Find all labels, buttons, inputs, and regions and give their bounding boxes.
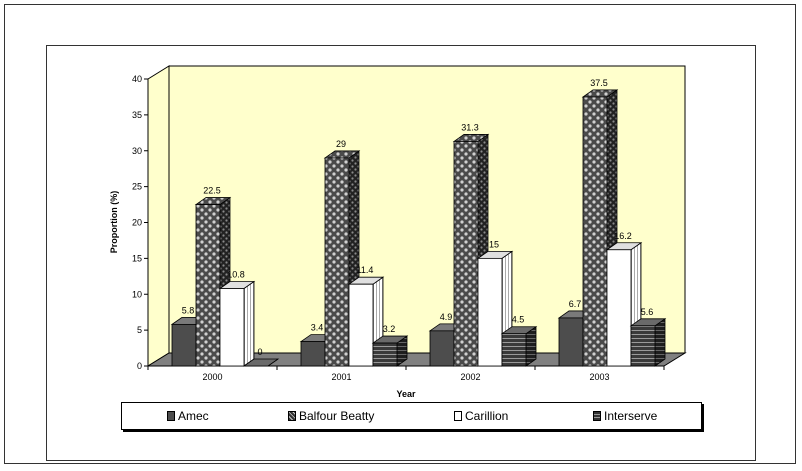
y-tick-label: 35 <box>132 110 142 120</box>
legend-item-carillion: Carillion <box>454 409 508 423</box>
data-label-interserve-bar-2002: 4.5 <box>512 315 525 325</box>
legend-label-amec: Amec <box>178 409 209 423</box>
legend-swatch-interserve <box>593 411 601 421</box>
data-label-balfour-beatty-bar-2002: 31.3 <box>461 122 479 132</box>
data-label-amec-bar-2002: 4.9 <box>440 312 453 322</box>
balfour-beatty-bar-2000 <box>195 204 221 367</box>
data-label-amec-bar-2001: 3.4 <box>311 323 324 333</box>
x-tick-label: 2001 <box>331 372 351 382</box>
x-tick-label: 2002 <box>460 372 480 382</box>
legend-item-balfour-beatty: Balfour Beatty <box>288 409 374 423</box>
data-label-interserve-bar-2003: 5.6 <box>641 307 654 317</box>
carillion-bar-2003 <box>606 249 632 367</box>
interserve-bar-2002 <box>501 333 527 367</box>
legend-item-amec: Amec <box>167 409 209 423</box>
chart-legend: Amec Balfour Beatty Carillion Interserve <box>121 402 702 430</box>
data-label-interserve-bar-2000: 0 <box>257 347 262 357</box>
chart-inner-frame <box>46 45 756 461</box>
legend-label-carillion: Carillion <box>465 409 509 423</box>
amec-bar-2000 <box>171 323 197 367</box>
x-tick-label: 2003 <box>589 372 609 382</box>
data-label-amec-bar-2003: 6.7 <box>569 299 582 309</box>
legend-swatch-carillion <box>454 411 462 421</box>
interserve-bar-2003 <box>630 325 656 367</box>
carillion-bar-2001 <box>348 283 374 367</box>
carillion-bar-2000 <box>219 288 245 367</box>
y-axis-title: Proportion (%) <box>109 191 119 254</box>
y-tick-label: 15 <box>132 253 142 263</box>
x-axis-title: Year <box>396 389 416 399</box>
balfour-beatty-bar-2001 <box>324 157 350 367</box>
y-tick-label: 20 <box>132 218 142 228</box>
legend-swatch-balfour-beatty <box>288 411 296 421</box>
legend-swatch-amec <box>167 411 175 421</box>
legend-item-interserve: Interserve <box>593 409 657 423</box>
y-tick-label: 25 <box>132 182 142 192</box>
balfour-beatty-bar-2003 <box>582 96 608 367</box>
carillion-bar-2002 <box>477 257 503 367</box>
balfour-beatty-bar-2002 <box>453 141 479 367</box>
chart-outer-frame <box>4 4 796 464</box>
data-label-balfour-beatty-bar-2001: 29 <box>336 139 346 149</box>
interserve-bar-2000-top <box>242 358 280 367</box>
amec-bar-2001 <box>300 341 326 367</box>
data-label-balfour-beatty-bar-2003: 37.5 <box>590 78 608 88</box>
data-label-carillion-bar-2001: 11.4 <box>357 265 374 275</box>
legend-label-balfour-beatty: Balfour Beatty <box>299 409 375 423</box>
data-label-carillion-bar-2000: 10.8 <box>227 270 245 280</box>
y-tick-label: 0 <box>137 361 142 371</box>
data-label-carillion-bar-2002: 15 <box>489 239 499 249</box>
y-tick-label: 30 <box>132 146 142 156</box>
interserve-bar-2003-side <box>654 318 666 367</box>
data-label-carillion-bar-2003: 16.2 <box>614 231 632 241</box>
data-label-interserve-bar-2001: 3.2 <box>383 324 396 334</box>
amec-bar-2002 <box>429 330 455 367</box>
amec-bar-2003 <box>558 317 584 367</box>
data-label-balfour-beatty-bar-2000: 22.5 <box>203 186 221 196</box>
chart-side-wall <box>147 65 170 367</box>
data-label-amec-bar-2000: 5.8 <box>182 305 195 315</box>
interserve-bar-2001 <box>372 342 398 367</box>
legend-label-interserve: Interserve <box>604 409 658 423</box>
y-tick-label: 10 <box>132 289 142 299</box>
y-tick-label: 40 <box>132 74 142 84</box>
carillion-bar-2000-side <box>243 280 255 367</box>
x-tick-label: 2000 <box>202 372 222 382</box>
y-tick-label: 5 <box>137 325 142 335</box>
